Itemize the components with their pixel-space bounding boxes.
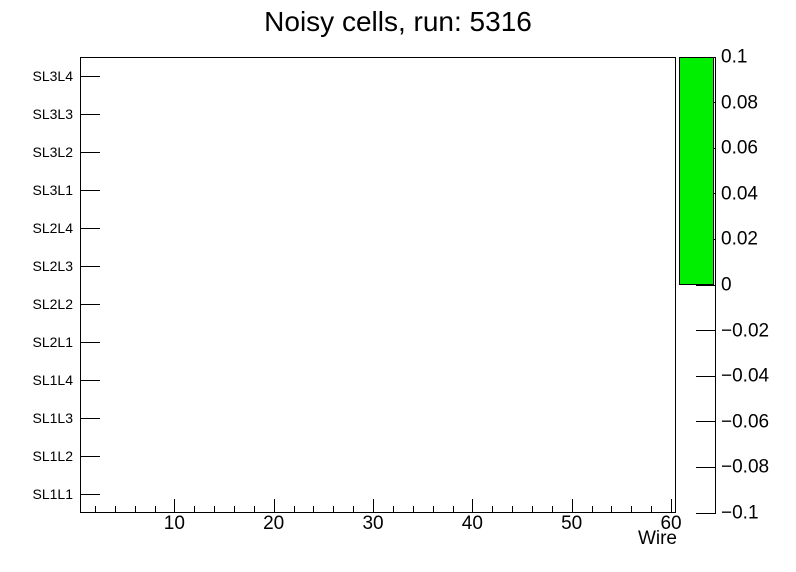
x-axis-minor-tick — [551, 506, 553, 513]
x-axis-minor-tick — [253, 506, 255, 513]
palette-tick — [696, 466, 716, 468]
y-axis-tick — [80, 493, 100, 495]
palette-tick — [696, 375, 716, 377]
palette-label: 0.02 — [721, 228, 758, 250]
palette-label: −0.08 — [721, 456, 770, 478]
palette-axis-line — [715, 57, 716, 513]
y-axis-label: SL1L3 — [32, 410, 73, 426]
y-axis-tick — [80, 265, 100, 267]
x-axis-label: 10 — [163, 513, 185, 534]
palette-label: 0 — [721, 274, 732, 296]
x-axis-minor-tick — [651, 506, 653, 513]
x-axis-major-tick — [174, 499, 176, 513]
x-axis-minor-tick — [154, 506, 156, 513]
palette-label: −0.06 — [721, 411, 770, 433]
x-axis-minor-tick — [214, 506, 216, 513]
x-axis-major-tick — [373, 499, 375, 513]
palette-tick — [696, 512, 716, 514]
palette-tick — [696, 330, 716, 332]
y-axis-tick — [80, 113, 100, 115]
x-axis-minor-tick — [313, 506, 315, 513]
x-axis-minor-tick — [333, 506, 335, 513]
y-axis-label: SL2L2 — [32, 296, 73, 312]
x-axis-minor-tick — [591, 506, 593, 513]
y-axis-label: SL3L3 — [32, 106, 73, 122]
y-axis-tick — [80, 189, 100, 191]
x-axis-minor-tick — [392, 506, 394, 513]
x-axis-major-tick — [671, 499, 673, 513]
palette-label: 0.08 — [721, 92, 758, 114]
y-axis-label: SL2L4 — [32, 220, 73, 236]
y-axis-tick — [80, 227, 100, 229]
x-axis-title: Wire — [637, 528, 677, 549]
palette-label: 0.06 — [721, 137, 758, 159]
x-axis-minor-tick — [293, 506, 295, 513]
x-axis-minor-tick — [531, 506, 533, 513]
palette-color-bar — [679, 57, 714, 285]
y-axis-tick — [80, 455, 100, 457]
x-axis-minor-tick — [631, 506, 633, 513]
x-axis-minor-tick — [114, 506, 116, 513]
plot-frame — [80, 57, 676, 513]
palette-label: 0.04 — [721, 183, 758, 205]
y-axis-label: SL1L4 — [32, 372, 73, 388]
y-axis-label: SL3L2 — [32, 144, 73, 160]
x-axis-label: 50 — [561, 513, 583, 534]
x-axis-minor-tick — [611, 506, 613, 513]
x-axis-label: 20 — [263, 513, 285, 534]
y-axis-tick — [80, 379, 100, 381]
x-axis-label: 60 — [660, 513, 682, 534]
x-axis-major-tick — [571, 499, 573, 513]
palette-tick — [696, 284, 716, 286]
x-axis-minor-tick — [432, 506, 434, 513]
palette-label: −0.02 — [721, 320, 770, 342]
y-axis-tick — [80, 151, 100, 153]
y-axis-label: SL1L2 — [32, 448, 73, 464]
y-axis-label: SL3L1 — [32, 182, 73, 198]
x-axis-minor-tick — [512, 506, 514, 513]
x-axis-major-tick — [472, 499, 474, 513]
palette-label: −0.1 — [721, 502, 759, 524]
palette-tick — [696, 421, 716, 423]
palette-label: −0.04 — [721, 365, 770, 387]
x-axis-minor-tick — [412, 506, 414, 513]
x-axis-minor-tick — [94, 506, 96, 513]
y-axis-label: SL2L3 — [32, 258, 73, 274]
y-axis-label: SL1L1 — [32, 486, 73, 502]
y-axis-tick — [80, 303, 100, 305]
y-axis-label: SL2L1 — [32, 334, 73, 350]
x-axis-minor-tick — [194, 506, 196, 513]
x-axis-minor-tick — [353, 506, 355, 513]
x-axis-major-tick — [273, 499, 275, 513]
y-axis-tick — [80, 341, 100, 343]
palette-label: 0.1 — [721, 46, 748, 68]
x-axis-minor-tick — [452, 506, 454, 513]
chart-title: Noisy cells, run: 5316 — [264, 6, 532, 37]
x-axis-minor-tick — [492, 506, 494, 513]
x-axis-label: 40 — [461, 513, 483, 534]
x-axis-label: 30 — [362, 513, 384, 534]
y-axis-tick — [80, 75, 100, 77]
y-axis-label: SL3L4 — [32, 68, 73, 84]
x-axis-minor-tick — [233, 506, 235, 513]
y-axis-tick — [80, 417, 100, 419]
x-axis-minor-tick — [134, 506, 136, 513]
